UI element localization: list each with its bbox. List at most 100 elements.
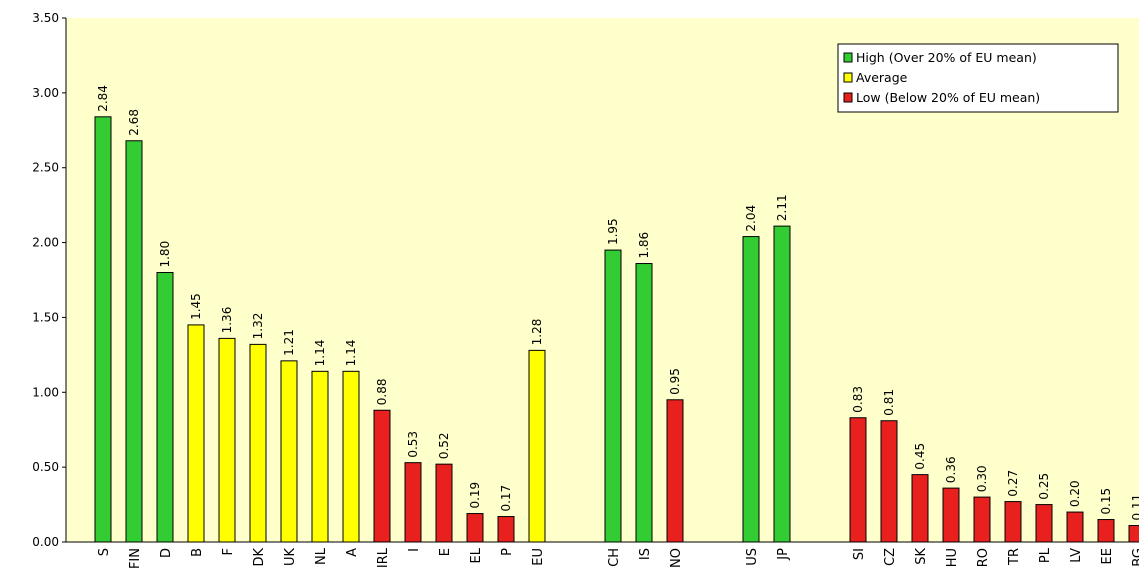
category-label: BG <box>1131 548 1139 567</box>
data-label: 1.14 <box>313 340 327 367</box>
data-label: 0.15 <box>1099 488 1113 515</box>
legend-swatch-high <box>843 52 853 63</box>
category-label: EL <box>469 547 484 563</box>
data-label: 1.45 <box>189 293 203 320</box>
category-label: DK <box>252 548 267 567</box>
bar-nl <box>311 370 329 543</box>
category-label: NL <box>314 547 329 565</box>
bar-sk <box>911 474 929 543</box>
y-tick-label: 2.00 <box>32 236 59 250</box>
bar-pl <box>1035 504 1053 543</box>
bar-jp <box>773 225 791 543</box>
bar-us <box>742 236 760 543</box>
category-label: A <box>345 548 360 557</box>
bar-a <box>342 370 360 543</box>
data-label: 0.27 <box>1006 470 1020 497</box>
data-label: 0.53 <box>406 431 420 458</box>
data-label: 2.04 <box>744 205 758 232</box>
bar-tr <box>1004 501 1022 543</box>
category-label: CZ <box>883 548 898 566</box>
category-label: LV <box>1069 548 1084 563</box>
data-label: 2.84 <box>96 85 110 112</box>
data-label: 0.20 <box>1068 480 1082 507</box>
bar-f <box>218 337 236 543</box>
data-label: 1.14 <box>344 340 358 367</box>
category-label: EE <box>1100 548 1115 564</box>
y-tick-label: 3.50 <box>32 11 59 25</box>
data-label: 0.30 <box>975 465 989 492</box>
data-label: 0.17 <box>499 485 513 512</box>
bar-i <box>404 462 422 543</box>
category-label: SK <box>914 548 929 565</box>
category-label: SI <box>852 548 867 560</box>
category-label: IS <box>638 548 653 560</box>
data-label: 0.83 <box>851 386 865 413</box>
data-label: 0.95 <box>668 368 682 395</box>
bar-s <box>94 116 112 543</box>
bar-bg <box>1128 525 1139 543</box>
bar-hu <box>942 487 960 543</box>
legend-label-low: Low (Below 20% of EU mean) <box>856 90 1040 105</box>
bar-lv <box>1066 511 1084 543</box>
category-label: D <box>159 548 174 558</box>
category-label: RO <box>976 548 991 567</box>
data-label: 1.86 <box>637 232 651 259</box>
y-tick-label: 2.50 <box>32 161 59 175</box>
bar-cz <box>880 420 898 543</box>
data-label: 0.45 <box>913 443 927 470</box>
category-label: FIN <box>128 548 143 569</box>
data-label: 1.36 <box>220 307 234 334</box>
data-label: 1.28 <box>530 319 544 346</box>
category-label: B <box>190 548 205 557</box>
legend-label-avg: Average <box>856 70 908 85</box>
data-label: 0.19 <box>468 482 482 509</box>
category-label: P <box>500 548 515 556</box>
category-label: TR <box>1007 548 1022 566</box>
bar-el <box>466 513 484 543</box>
data-label: 0.52 <box>437 432 451 459</box>
bar-e <box>435 463 453 543</box>
bar-no <box>666 399 684 543</box>
bar-ro <box>973 496 991 543</box>
data-label: 1.95 <box>606 218 620 245</box>
bar-uk <box>280 360 298 543</box>
y-tick-label: 1.00 <box>32 385 59 399</box>
bar-is <box>635 263 653 543</box>
data-label: 2.11 <box>775 194 789 221</box>
category-label: S <box>97 548 112 556</box>
bar-fin <box>125 140 143 543</box>
legend-swatch-low <box>843 92 853 103</box>
data-label: 2.68 <box>127 109 141 136</box>
bar-dk <box>249 343 267 543</box>
category-label: PL <box>1038 547 1053 563</box>
bar-ch <box>604 249 622 543</box>
bar-eu <box>528 349 546 543</box>
bar-d <box>156 272 174 543</box>
category-label: EU <box>531 548 546 566</box>
bar-irl <box>373 409 391 543</box>
category-label: UK <box>283 548 298 567</box>
category-label: I <box>407 548 422 552</box>
y-axis: 0.00 0.50 1.00 1.50 2.00 2.50 3.00 3.50 <box>32 11 1139 549</box>
legend-box <box>837 43 1119 113</box>
category-label: F <box>221 548 236 555</box>
data-label: 0.88 <box>375 379 389 406</box>
bar-ee <box>1097 519 1115 543</box>
y-tick-label: 0.50 <box>32 460 59 474</box>
category-label: E <box>438 548 453 556</box>
category-label: HU <box>945 548 960 567</box>
data-label: 0.25 <box>1037 473 1051 500</box>
category-label: JP <box>776 548 791 561</box>
data-label: 1.80 <box>158 241 172 268</box>
legend-swatch-avg <box>843 72 853 83</box>
category-label: NO <box>669 548 684 568</box>
legend-label-high: High (Over 20% of EU mean) <box>856 50 1037 65</box>
category-label: CH <box>607 548 622 567</box>
bar-b <box>187 324 205 543</box>
bars: 2.84 S 2.68 FIN 1.80 D 1.45 B 1.36 F 1.32 DK 1.21 UK 1… <box>94 85 1139 569</box>
data-label: 1.32 <box>251 313 265 340</box>
category-label: US <box>745 548 760 566</box>
y-tick-label: 3.00 <box>32 86 59 100</box>
data-label: 1.21 <box>282 329 296 356</box>
